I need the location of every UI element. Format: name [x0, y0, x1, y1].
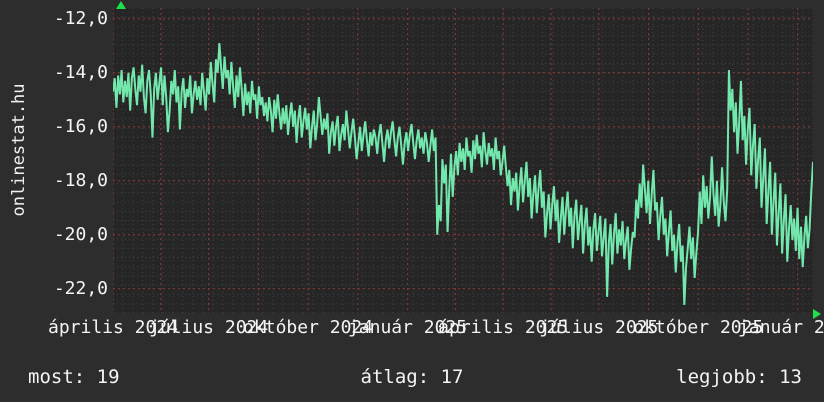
x-axis-arrow-icon — [813, 309, 821, 319]
chart-canvas — [113, 8, 813, 313]
y-axis-arrow-icon — [116, 1, 126, 9]
stat-average: átlag: 17 — [360, 366, 464, 388]
plot-area — [113, 8, 813, 313]
x-axis-tick-label: április 2025 — [438, 317, 569, 338]
stat-current: most: 19 — [28, 366, 120, 388]
y-axis-tick-label: -16,0 — [53, 115, 108, 137]
x-axis-tick-label: október 2025 — [633, 317, 764, 338]
footer-stats: most: 19 átlag: 17 legjobb: 13 — [0, 356, 824, 402]
x-axis-tick-label: július 2025 — [539, 317, 659, 338]
x-axis-tick-label: január 2025 — [347, 317, 468, 338]
y-axis-tick-label: -22,0 — [53, 277, 108, 299]
x-axis-tick-labels: április 2024 július 2024 október 2024 januá… — [0, 316, 824, 342]
x-axis-tick-label: október 2024 — [243, 317, 374, 338]
x-axis-tick-label: január 2026 — [738, 317, 824, 338]
x-axis-tick-label: április 2024 — [47, 317, 179, 338]
x-axis-tick-label: július 2024 — [149, 317, 269, 338]
y-axis-tick-label: -20,0 — [53, 223, 108, 245]
y-axis-tick-label: -18,0 — [53, 169, 108, 191]
plot-background — [113, 8, 813, 313]
y-axis-tick-labels: -12,0 -14,0 -16,0 -18,0 -20,0 -22,0 — [0, 0, 108, 320]
stat-best: legjobb: 13 — [676, 366, 802, 388]
y-axis-tick-label: -12,0 — [53, 7, 108, 29]
y-axis-tick-label: -14,0 — [53, 61, 108, 83]
